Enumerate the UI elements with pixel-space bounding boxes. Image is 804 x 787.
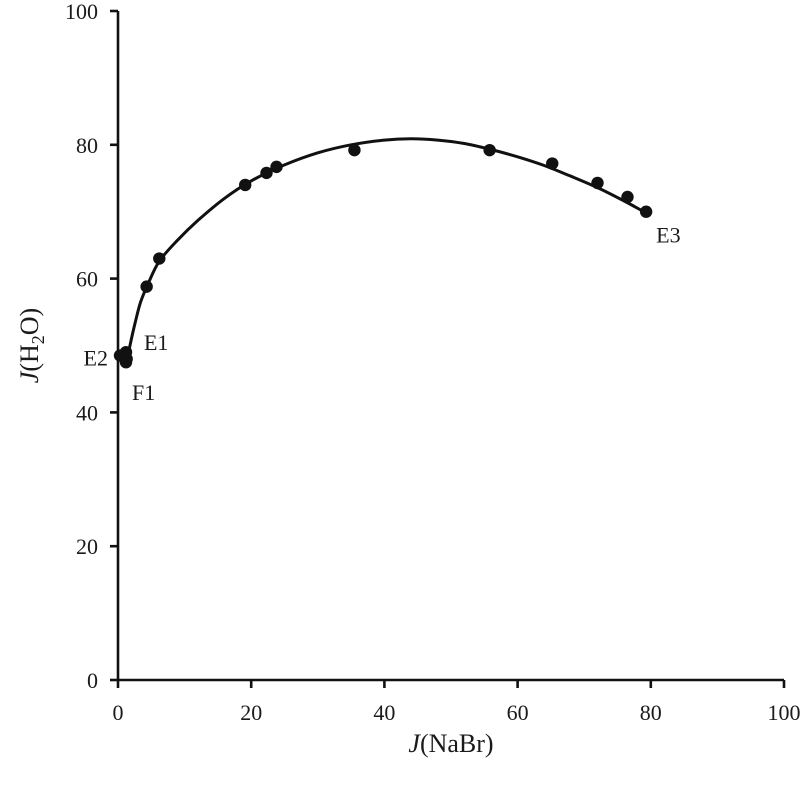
annotations: E1 E2 F1 E3 xyxy=(84,223,681,406)
data-points xyxy=(113,143,653,369)
y-axis-title-suffix: O) xyxy=(15,308,44,335)
x-tick-label: 80 xyxy=(640,700,662,725)
y-axis-title-italic: J xyxy=(15,370,44,383)
y-axis-title: J(H2O) xyxy=(15,308,48,383)
x-tick-label: 100 xyxy=(768,700,801,725)
data-point xyxy=(546,157,559,170)
data-point xyxy=(153,252,166,265)
x-tick-label: 60 xyxy=(507,700,529,725)
data-point xyxy=(483,143,496,157)
x-tick-label: 0 xyxy=(113,700,124,725)
data-point xyxy=(621,190,634,204)
point-label-f1: F1 xyxy=(132,380,155,405)
data-point xyxy=(260,166,273,180)
point-label-e3: E3 xyxy=(656,223,680,248)
x-tick-label: 40 xyxy=(373,700,395,725)
fit-curve-layer xyxy=(125,137,647,363)
x-axis-title-rest: (NaBr) xyxy=(420,729,494,758)
y-ticks: 0 20 40 60 80 100 xyxy=(65,0,118,693)
data-point xyxy=(591,176,604,190)
point-label-e2: E2 xyxy=(84,346,108,371)
data-point xyxy=(270,160,283,174)
fit-curve xyxy=(125,137,647,363)
y-tick-label: 0 xyxy=(87,668,98,693)
x-tick-label: 20 xyxy=(240,700,262,725)
y-axis-title-subscript: 2 xyxy=(28,335,48,344)
data-point xyxy=(119,356,133,369)
data-point xyxy=(348,143,361,157)
y-tick-label: 20 xyxy=(76,534,98,559)
y-tick-label: 60 xyxy=(76,267,98,292)
x-ticks: 0 20 40 60 80 100 xyxy=(113,680,801,725)
data-point xyxy=(239,178,252,192)
point-label-e1: E1 xyxy=(144,330,168,355)
y-tick-label: 40 xyxy=(76,400,98,425)
y-axis-title-prefix: (H xyxy=(15,344,44,372)
data-point xyxy=(639,205,653,218)
y-tick-label: 80 xyxy=(76,133,98,158)
x-axis-title: J(NaBr) xyxy=(408,729,493,758)
data-point xyxy=(140,280,153,293)
x-axis-title-italic: J xyxy=(408,729,421,758)
axes xyxy=(116,11,784,682)
y-tick-label: 100 xyxy=(65,0,98,24)
